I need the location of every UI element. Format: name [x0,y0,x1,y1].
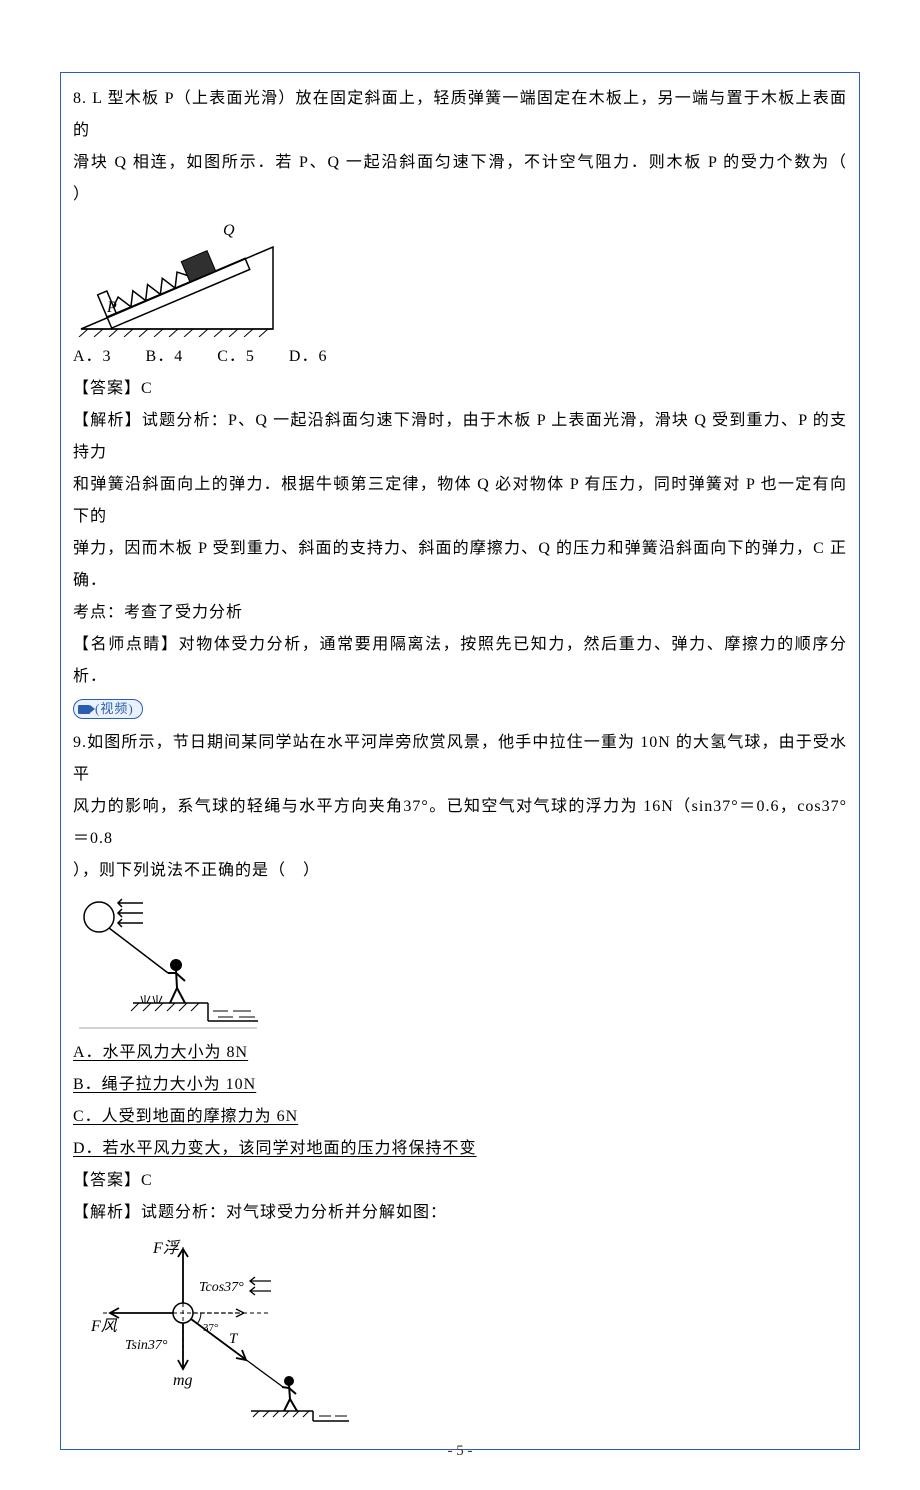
q8-label-p: P [106,299,117,316]
q9-optA[interactable]: A．水平风力大小为 8N [73,1037,847,1069]
q8-dianjing: 【名师点睛】对物体受力分析，通常要用隔离法，按照先已知力，然后重力、弹力、摩擦力… [73,629,847,693]
q8-jiexi-l1: 【解析】试题分析：P、Q 一起沿斜面匀速下滑时，由于木板 P 上表面光滑，滑块 … [73,405,847,469]
q9-optC[interactable]: C．人受到地面的摩擦力为 6N [73,1101,847,1133]
label-ffu: F浮 [152,1239,181,1257]
label-angle: 37° [203,1322,218,1334]
q8-kaodian: 考点：考查了受力分析 [73,597,847,629]
label-ffeng: F风 [90,1318,118,1335]
label-tcos: Tcos37° [199,1280,244,1295]
q9-optB[interactable]: B．绳子拉力大小为 10N [73,1069,847,1101]
q8-jiexi-l2: 和弹簧沿斜面向上的弹力．根据牛顿第三定律，物体 Q 必对物体 P 有压力，同时弹… [73,469,847,533]
content-frame: 8. L 型木板 P（上表面光滑）放在固定斜面上，轻质弹簧一端固定在木板上，另一… [60,72,860,1450]
q9-force-figure: F浮 F风 mg T Tcos37° [73,1235,847,1425]
q9-stem-l2: 风力的影响，系气球的轻绳与水平方向夹角37°。已知空气对气球的浮力为 16N（s… [73,791,847,855]
q8-stem-line2: 滑块 Q 相连，如图所示．若 P、Q 一起沿斜面匀速下滑，不计空气阻力．则木板 … [73,147,847,211]
video-label: (视频) [95,700,134,718]
q9-optD[interactable]: D．若水平风力变大，该同学对地面的压力将保持不变 [73,1133,847,1165]
q8-jiexi-l3: 弹力，因而木板 P 受到重力、斜面的支持力、斜面的摩擦力、Q 的压力和弹簧沿斜面… [73,533,847,597]
q8-label-q: Q [223,222,235,239]
video-icon [78,705,90,714]
video-link-row: (视频) [73,693,847,725]
video-badge[interactable]: (视频) [73,699,143,719]
q8-figure: P Q [73,217,847,337]
page-number: - 5 - [0,1436,920,1466]
q8-options: A．3 B．4 C．5 D．6 [73,341,847,373]
q9-stem-l1: 9.如图所示，节日期间某同学站在水平河岸旁欣赏风景，他手中拉住一重为 10N 的… [73,727,847,791]
q9-answer: 【答案】C [73,1165,847,1197]
q8-stem-line1: 8. L 型木板 P（上表面光滑）放在固定斜面上，轻质弹簧一端固定在木板上，另一… [73,83,847,147]
q9-stem-l3: ），则下列说法不正确的是（ ） [73,855,847,887]
q8-answer: 【答案】C [73,373,847,405]
label-mg: mg [173,1372,193,1389]
label-T: T [229,1331,239,1347]
q9-scene-figure [73,893,847,1033]
label-tsin: Tsin37° [125,1338,168,1353]
q9-jiexi-l1: 【解析】试题分析：对气球受力分析并分解如图： [73,1197,847,1229]
